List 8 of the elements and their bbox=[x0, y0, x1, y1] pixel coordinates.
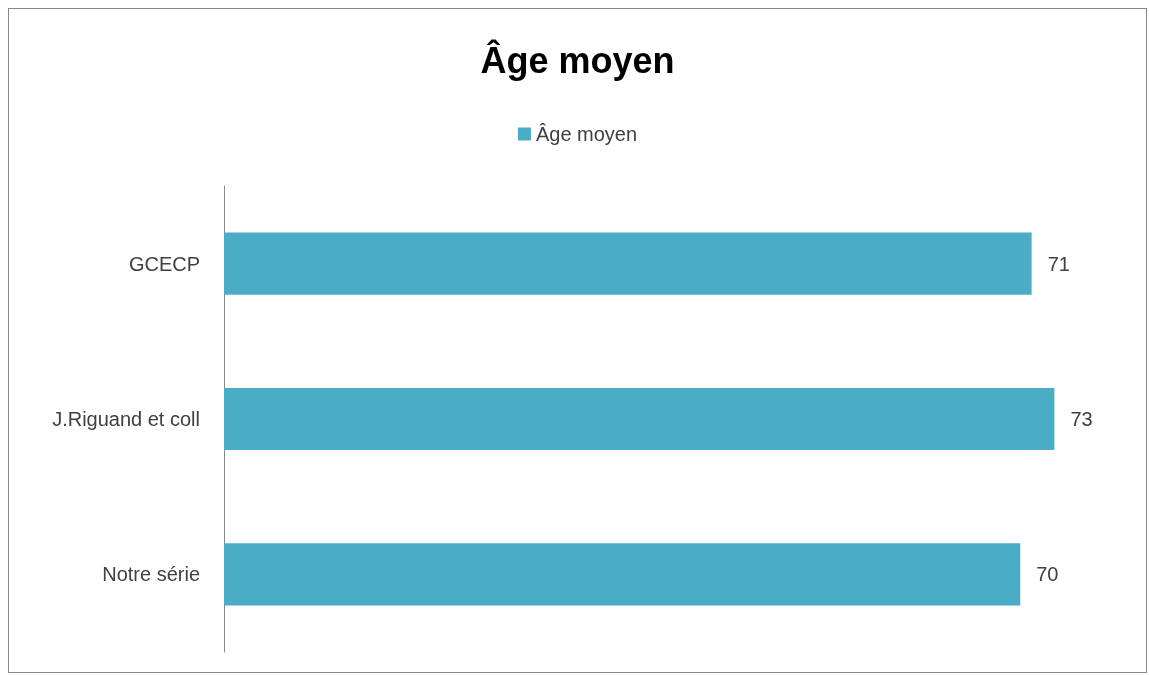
y-tick-label: J.Riguand et coll bbox=[52, 408, 200, 430]
data-label: 71 bbox=[1047, 252, 1070, 275]
chart-title: Âge moyen bbox=[480, 38, 675, 81]
data-label: 70 bbox=[1036, 563, 1059, 586]
y-tick-label: GCECP bbox=[128, 252, 200, 275]
data-label: 73 bbox=[1070, 408, 1093, 430]
legend-label: Âge moyen bbox=[535, 123, 638, 145]
y-tick-label: Notre série bbox=[102, 563, 200, 586]
